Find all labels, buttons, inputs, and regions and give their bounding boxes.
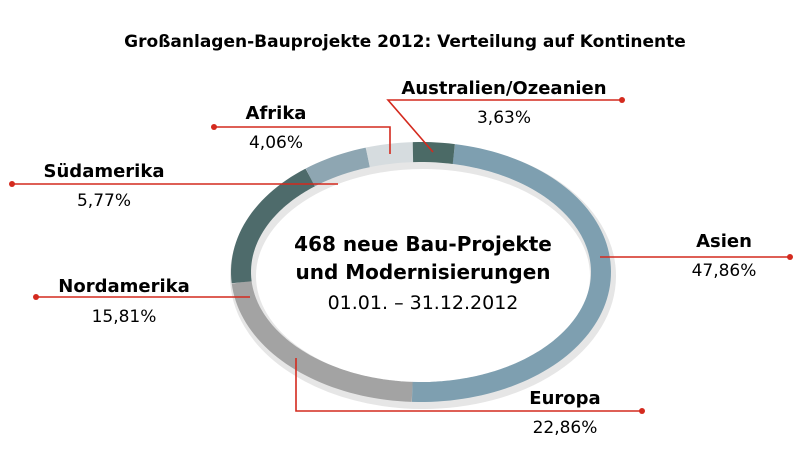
slice-value-nordamerika: 15,81% — [92, 307, 157, 327]
leader-dot-suedamerika — [9, 181, 15, 187]
leader-dot-australien — [619, 97, 625, 103]
slice-s-damerika — [305, 147, 370, 187]
center-line-2: und Modernisierungen — [295, 260, 550, 284]
leader-line-afrika — [214, 126, 391, 154]
donut-ring — [230, 142, 616, 409]
slice-value-australien: 3,63% — [477, 108, 531, 128]
slice-label-suedamerika: Südamerika 5,77% — [44, 161, 165, 211]
slice-value-europa: 22,86% — [533, 418, 598, 438]
slice-label-australien: Australien/Ozeanien 3,63% — [401, 78, 606, 128]
slice-asien — [411, 144, 612, 402]
slice-label-nordamerika: Nordamerika 15,81% — [58, 276, 189, 327]
slice-name-suedamerika: Südamerika — [44, 161, 165, 182]
leader-lines — [9, 97, 793, 414]
slice-value-asien: 47,86% — [692, 261, 757, 281]
slice-value-suedamerika: 5,77% — [77, 191, 131, 211]
slice-name-asien: Asien — [696, 231, 752, 252]
slice-value-afrika: 4,06% — [249, 133, 303, 153]
leader-dot-europa — [639, 408, 645, 414]
center-label: 468 neue Bau-Projekte und Modernisierung… — [294, 232, 552, 314]
slice-name-australien: Australien/Ozeanien — [401, 78, 606, 99]
leader-line-australien — [386, 99, 622, 153]
center-line-1: 468 neue Bau-Projekte — [294, 232, 552, 256]
chart-title: Großanlagen-Bauprojekte 2012: Verteilung… — [124, 32, 686, 52]
slice-label-europa: Europa 22,86% — [529, 388, 600, 438]
center-date: 01.01. – 31.12.2012 — [328, 292, 519, 314]
leader-dot-afrika — [211, 124, 217, 130]
slice-nordamerika — [231, 168, 316, 284]
leader-dot-asien — [787, 254, 793, 260]
slice-name-afrika: Afrika — [246, 103, 307, 124]
slice-label-asien: Asien 47,86% — [692, 231, 757, 281]
slice-label-afrika: Afrika 4,06% — [246, 103, 307, 153]
leader-dot-nordamerika — [33, 294, 39, 300]
slice-australien-ozeanien — [412, 142, 455, 164]
slice-name-europa: Europa — [529, 388, 600, 409]
slice-name-nordamerika: Nordamerika — [58, 276, 189, 297]
leader-line-europa — [295, 358, 642, 412]
